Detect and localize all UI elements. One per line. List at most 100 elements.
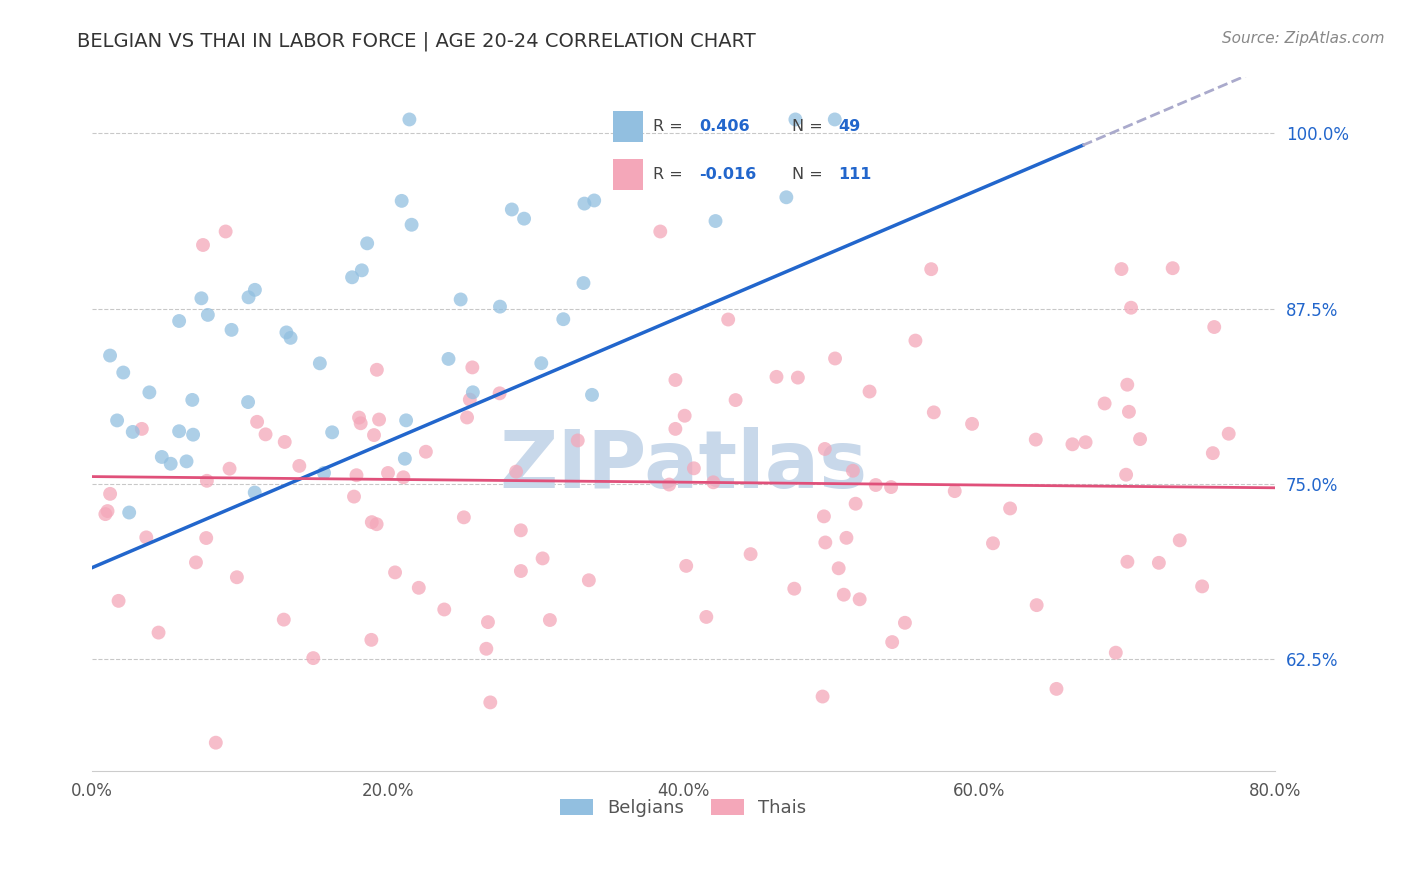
Point [664, 373, 686, 387]
Point [882, 635, 904, 649]
Point [574, 196, 596, 211]
Point [683, 461, 706, 475]
Point [360, 632, 382, 647]
Point [437, 351, 460, 366]
Point [197, 308, 219, 322]
Point [398, 112, 420, 127]
Point [553, 312, 575, 326]
Point [131, 422, 153, 436]
Point [865, 478, 887, 492]
Point [1191, 579, 1213, 593]
Point [567, 434, 589, 448]
Point [814, 535, 837, 549]
Point [998, 501, 1021, 516]
Point [583, 194, 606, 208]
Text: ZIPatlas: ZIPatlas [499, 426, 868, 505]
Point [273, 613, 295, 627]
Point [1116, 555, 1139, 569]
Point [675, 558, 697, 573]
Point [167, 424, 190, 438]
Point [195, 531, 218, 545]
Point [650, 225, 672, 239]
Point [321, 425, 343, 440]
Point [509, 524, 531, 538]
Point [280, 331, 302, 345]
Point [105, 413, 128, 427]
Point [1025, 433, 1047, 447]
Point [775, 190, 797, 204]
Point [785, 112, 807, 127]
Point [1025, 598, 1047, 612]
Point [135, 530, 157, 544]
Point [858, 384, 880, 399]
Point [531, 551, 554, 566]
Point [1074, 435, 1097, 450]
Point [392, 470, 415, 484]
Point [894, 615, 917, 630]
Point [695, 610, 717, 624]
Point [368, 412, 391, 426]
Point [243, 283, 266, 297]
Point [489, 300, 512, 314]
Point [904, 334, 927, 348]
Point [740, 547, 762, 561]
Point [347, 410, 370, 425]
Point [832, 588, 855, 602]
Point [1119, 301, 1142, 315]
Point [943, 484, 966, 499]
Point [658, 477, 681, 491]
Point [138, 385, 160, 400]
Point [811, 690, 834, 704]
Point [1168, 533, 1191, 548]
Point [276, 326, 298, 340]
Point [1094, 396, 1116, 410]
Point [167, 314, 190, 328]
Point [1204, 320, 1226, 334]
Point [384, 566, 406, 580]
Point [346, 468, 368, 483]
Point [475, 641, 498, 656]
Point [96, 504, 118, 518]
Point [274, 434, 297, 449]
Point [824, 351, 846, 366]
Point [813, 509, 835, 524]
Point [350, 263, 373, 277]
Point [530, 356, 553, 370]
Point [1161, 261, 1184, 276]
Point [360, 515, 382, 529]
Point [704, 214, 727, 228]
Point [308, 356, 330, 370]
Point [1111, 262, 1133, 277]
Point [190, 291, 212, 305]
Point [513, 211, 536, 226]
Point [845, 497, 868, 511]
Point [1147, 556, 1170, 570]
Point [920, 262, 942, 277]
Point [1062, 437, 1084, 451]
Point [394, 451, 416, 466]
Point [1129, 432, 1152, 446]
Point [350, 417, 373, 431]
Point [408, 581, 430, 595]
Point [456, 410, 478, 425]
Point [786, 370, 808, 384]
Text: Source: ZipAtlas.com: Source: ZipAtlas.com [1222, 31, 1385, 46]
Point [848, 592, 870, 607]
Point [221, 323, 243, 337]
Point [184, 556, 207, 570]
Point [1116, 377, 1139, 392]
Point [181, 392, 204, 407]
Point [366, 363, 388, 377]
Point [302, 651, 325, 665]
Point [195, 474, 218, 488]
Point [578, 574, 600, 588]
Point [254, 427, 277, 442]
Point [312, 466, 335, 480]
Point [343, 490, 366, 504]
Point [702, 475, 724, 490]
Point [458, 392, 481, 407]
Point [94, 507, 117, 521]
Point [572, 276, 595, 290]
Point [509, 564, 531, 578]
Point [664, 422, 686, 436]
